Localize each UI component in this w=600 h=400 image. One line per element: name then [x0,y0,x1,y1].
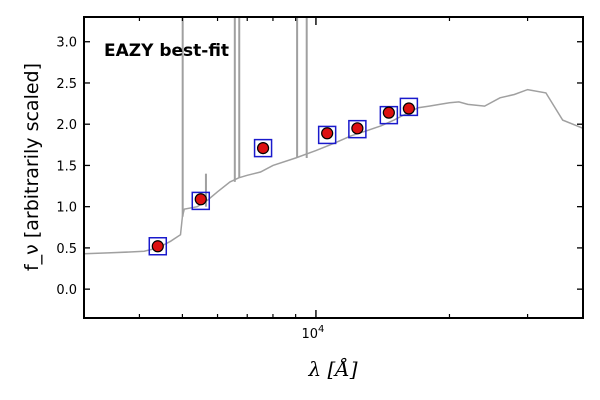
chart-annotation: EAZY best-fit [104,41,229,61]
x-tick-label: 104 [301,324,324,342]
model-flux-box [348,119,367,139]
photometry-point [402,102,415,115]
model-layer [84,88,583,255]
photometry-point [382,106,395,119]
photometry-point [194,193,207,206]
y-tick-label: 0.0 [56,283,77,298]
x-axis-label: λ [Å] [307,356,357,381]
model-flux-box [148,237,168,256]
model-flux-box [399,97,419,117]
points-layer [148,97,419,256]
ticks-layer: 0.0 0.5 1.0 1.5 2.0 2.5 3.0 104 [56,17,584,342]
model-template-line [84,88,583,255]
y-axis-label: f_ν [arbitrarily scaled] [21,63,43,271]
model-flux-box [253,138,273,158]
photometry-point [256,142,270,155]
y-tick-label: 2.0 [56,118,77,133]
y-tick-label: 1.5 [56,159,77,174]
y-tick-label: 3.0 [56,36,77,51]
y-tick-label: 0.5 [56,242,77,257]
plot-frame [83,16,584,319]
plot-background [84,17,583,318]
model-flux-box [317,125,337,145]
photometry-point [351,122,364,135]
y-tick-label: 1.0 [56,201,77,216]
y-tick-label: 2.5 [56,77,77,92]
model-flux-box [191,191,211,211]
photometry-point [321,127,334,140]
emission-lines-layer [181,17,308,217]
photometry-point [151,240,164,253]
